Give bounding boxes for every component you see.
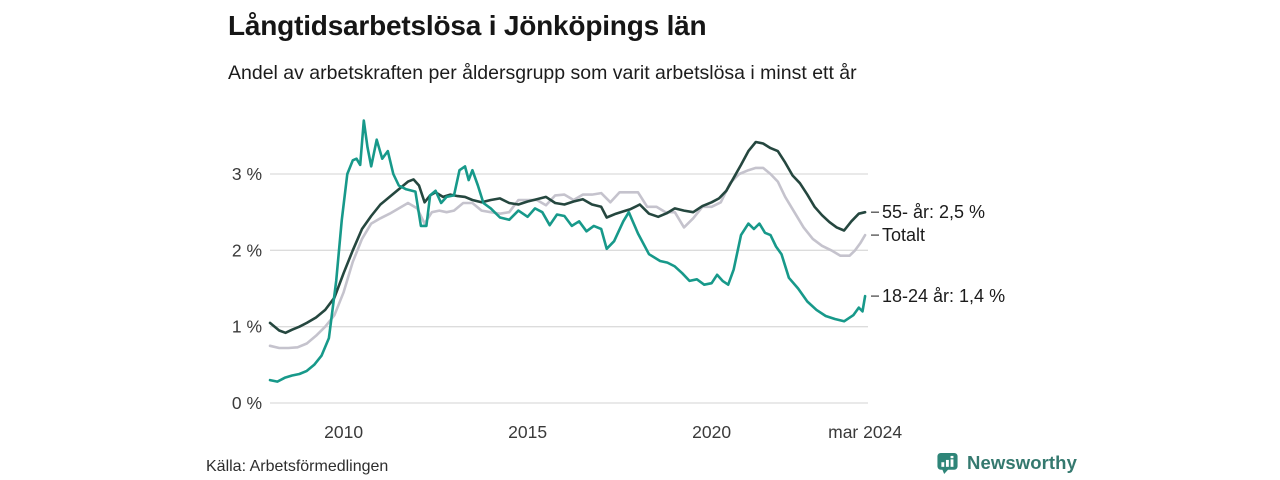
y-tick-label: 3 % <box>232 164 262 184</box>
end-label-55-plus: 55- år: 2,5 % <box>882 202 986 222</box>
x-tick-label: 2010 <box>324 422 363 442</box>
x-tick-label: 2015 <box>508 422 547 442</box>
source-note: Källa: Arbetsförmedlingen <box>206 458 389 475</box>
page-title: Långtidsarbetslösa i Jönköpings län <box>228 10 707 41</box>
newsworthy-wordmark: Newsworthy <box>967 452 1077 473</box>
y-tick-label: 1 % <box>232 317 262 337</box>
x-tick-label: mar 2024 <box>828 422 902 442</box>
y-tick-label: 2 % <box>232 240 262 260</box>
newsworthy-logo: Newsworthy <box>936 451 1077 475</box>
x-tick-label: 2020 <box>692 422 731 442</box>
y-tick-label: 0 % <box>232 393 262 413</box>
series-line-1 <box>268 140 867 335</box>
end-label-total: Totalt <box>882 225 926 245</box>
bar-chart-badge-icon <box>937 452 958 475</box>
series-line-0 <box>268 166 867 350</box>
end-label-18-24: 18-24 år: 1,4 % <box>882 286 1006 306</box>
page-subtitle: Andel av arbetskraften per åldersgrupp s… <box>228 62 857 84</box>
series-line-2 <box>268 119 867 383</box>
